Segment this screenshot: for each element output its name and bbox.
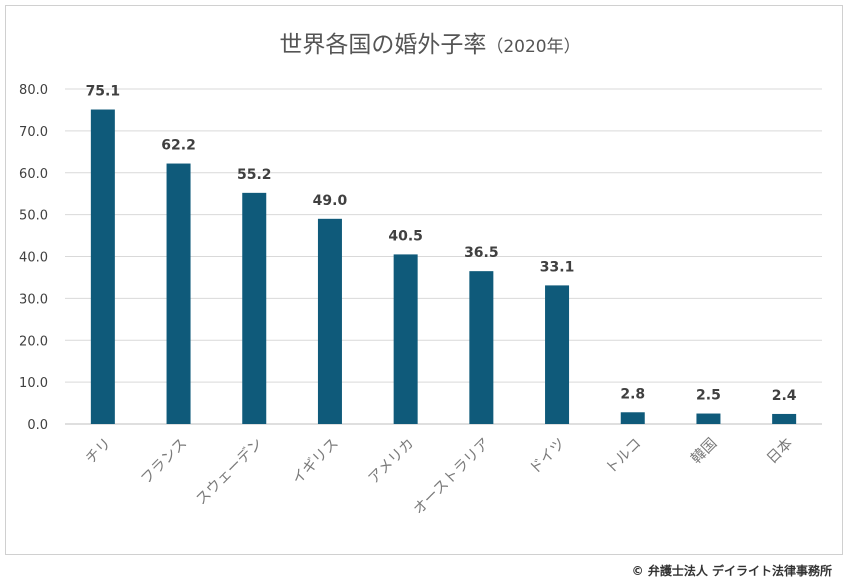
data-label: 49.0 <box>313 193 348 209</box>
chart-frame <box>5 5 843 555</box>
category-label: トルコ <box>603 436 645 478</box>
category-label: イギリス <box>289 435 342 488</box>
category-label: スウェーデン <box>192 434 266 508</box>
bar <box>166 163 191 424</box>
chart-title-main: 世界各国の婚外子率 <box>279 32 486 58</box>
data-label: 40.5 <box>388 228 423 244</box>
bar <box>242 192 267 424</box>
category-label: 韓国 <box>688 435 721 468</box>
gridlines <box>65 88 822 425</box>
bar <box>393 254 418 424</box>
category-label: ドイツ <box>527 436 569 478</box>
category-label: オーストラリア <box>411 436 494 519</box>
category-label: 日本 <box>763 435 796 468</box>
y-tick-label: 30.0 <box>19 292 48 307</box>
bar <box>90 109 115 425</box>
y-axis-ticks: 0.0 10.0 20.0 30.0 40.0 50.0 60.0 70.0 80.0 <box>19 83 48 433</box>
copyright-credit: © 弁護士法人 デイライト法律事務所 <box>631 564 832 578</box>
data-labels: 75.1 62.2 55.2 49.0 40.5 36.5 33.1 2.8 2.5 2.4 <box>86 84 797 404</box>
y-tick-label: 0.0 <box>27 418 48 433</box>
y-tick-label: 60.0 <box>19 167 48 182</box>
category-label: チリ <box>83 436 115 468</box>
chart-title-suffix: （2020年） <box>486 37 580 57</box>
category-label: フランス <box>138 436 190 488</box>
bars <box>90 109 797 425</box>
y-tick-label: 50.0 <box>19 209 48 224</box>
bar <box>620 412 645 424</box>
data-label: 55.2 <box>237 167 272 183</box>
data-label: 75.1 <box>86 84 121 100</box>
data-label: 62.2 <box>161 138 196 154</box>
bar <box>317 218 342 424</box>
data-label: 33.1 <box>540 259 575 275</box>
y-tick-label: 70.0 <box>19 125 48 140</box>
data-label: 2.5 <box>696 388 721 404</box>
category-label: アメリカ <box>366 436 418 488</box>
y-tick-label: 40.0 <box>19 251 48 266</box>
y-tick-label: 10.0 <box>19 376 48 391</box>
bar <box>772 413 797 424</box>
bar <box>696 413 721 424</box>
y-tick-label: 20.0 <box>19 334 48 349</box>
data-label: 36.5 <box>464 245 499 261</box>
data-label: 2.8 <box>620 386 645 402</box>
y-tick-label: 80.0 <box>19 83 48 98</box>
bar <box>545 285 570 424</box>
chart-title: 世界各国の婚外子率（2020年） <box>279 32 580 58</box>
data-label: 2.4 <box>772 388 797 404</box>
bar <box>469 271 494 424</box>
